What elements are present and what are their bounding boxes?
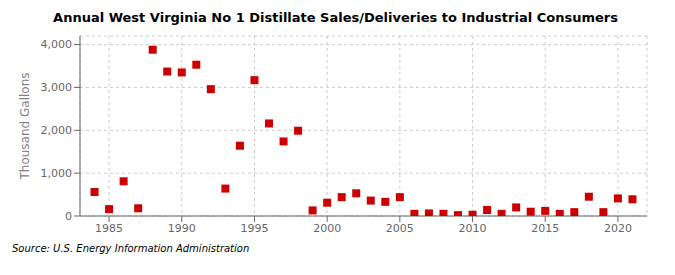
svg-text:1985: 1985 (95, 222, 123, 235)
svg-text:2020: 2020 (604, 222, 632, 235)
svg-text:Thousand Gallons: Thousand Gallons (18, 72, 32, 180)
svg-text:3,000: 3,000 (41, 81, 73, 94)
svg-text:2,000: 2,000 (41, 124, 73, 137)
svg-text:4,000: 4,000 (41, 38, 73, 51)
svg-text:1990: 1990 (168, 222, 196, 235)
svg-text:1995: 1995 (240, 222, 268, 235)
svg-text:2015: 2015 (531, 222, 559, 235)
svg-text:2010: 2010 (459, 222, 487, 235)
html-text:Source: U.S. Energy Informatio: Source: U.S. Energy Information Administ… (12, 243, 250, 254)
svg-text:2000: 2000 (313, 222, 341, 235)
html-text:Annual West Virginia No 1 Dist: Annual West Virginia No 1 Distillate Sal… (53, 10, 618, 25)
svg-text:0: 0 (65, 210, 72, 223)
svg-text:2005: 2005 (386, 222, 414, 235)
svg-text:1,000: 1,000 (41, 167, 73, 180)
